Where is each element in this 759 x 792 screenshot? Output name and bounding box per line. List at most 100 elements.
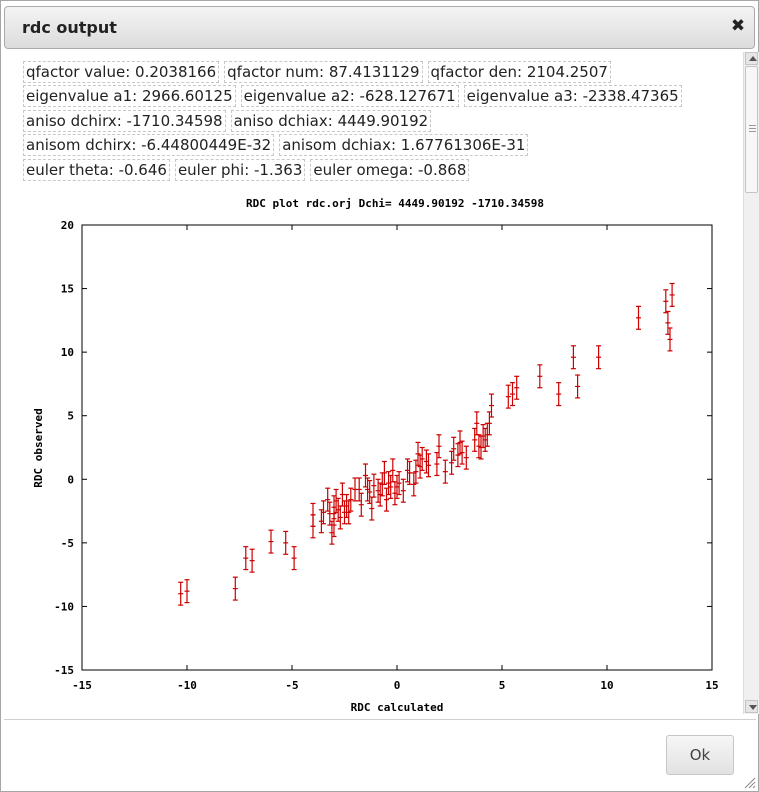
data-point [384, 487, 389, 512]
data-point [442, 459, 448, 484]
data-point [575, 374, 581, 399]
data-point [489, 393, 494, 418]
x-tick-label: -10 [177, 679, 197, 692]
info-row: qfactor value: 0.2038166 qfactor num: 87.… [23, 61, 616, 83]
data-point [356, 477, 362, 502]
data-point [663, 289, 669, 314]
data-point [514, 375, 520, 400]
data-point [669, 282, 675, 307]
y-tick-label: -10 [54, 600, 74, 613]
y-tick-label: 10 [61, 346, 74, 359]
dialog-content: qfactor value: 0.2038166 qfactor num: 87.… [4, 52, 743, 714]
info-field: eigenvalue a2: -628.127671 [240, 85, 459, 107]
data-point [381, 460, 387, 485]
close-icon[interactable]: ✖ [730, 16, 746, 36]
info-row: eigenvalue a1: 2966.60125 eigenvalue a2: … [23, 85, 687, 107]
info-field: euler phi: -1.363 [174, 159, 306, 181]
x-tick-label: 5 [499, 679, 506, 692]
info-field: qfactor value: 0.2038166 [23, 61, 220, 83]
data-point [636, 305, 641, 330]
data-point [371, 473, 377, 498]
x-tick-label: -5 [285, 679, 298, 692]
x-axis-label: RDC calculated [351, 701, 444, 714]
data-point [291, 546, 297, 571]
x-tick-label: -15 [72, 679, 92, 692]
data-point [411, 472, 417, 497]
scroll-down-button[interactable] [745, 700, 758, 713]
dialog-titlebar[interactable]: rdc output ✖ [4, 6, 755, 49]
data-point [310, 502, 316, 527]
data-point [505, 384, 511, 409]
data-point [419, 446, 425, 471]
data-point [331, 513, 337, 538]
data-point [396, 471, 402, 496]
data-point [184, 579, 190, 604]
info-field: qfactor den: 2104.2507 [427, 61, 611, 83]
y-tick-label: 5 [67, 410, 74, 423]
data-point [459, 440, 465, 465]
data-point [426, 453, 431, 478]
resize-grip-icon[interactable] [742, 775, 756, 789]
info-field: anisom dchirx: -6.44800449E-32 [23, 134, 275, 156]
y-tick-label: 15 [61, 283, 74, 296]
info-row: euler theta: -0.646 euler phi: -1.363 eule… [23, 159, 474, 181]
data-point [232, 576, 238, 601]
thumb-grip-icon [749, 125, 756, 126]
data-point [413, 459, 419, 484]
data-point [400, 478, 406, 503]
data-point [556, 382, 562, 407]
y-tick-label: -5 [61, 537, 74, 550]
data-point [451, 436, 457, 461]
info-field: eigenvalue a3: -2338.47365 [463, 85, 682, 107]
thumb-grip-icon [749, 128, 756, 129]
data-point [415, 441, 421, 466]
data-point [367, 479, 373, 505]
info-field: qfactor num: 87.4131129 [224, 61, 423, 83]
data-point [510, 382, 515, 407]
data-point [486, 411, 492, 436]
data-point [388, 474, 394, 499]
info-field: eigenvalue a1: 2966.60125 [23, 85, 236, 107]
data-point [339, 482, 345, 507]
y-tick-label: -15 [54, 664, 74, 677]
info-field: anisom dchiax: 1.67761306E-31 [279, 134, 529, 156]
data-point [449, 450, 455, 475]
data-point [570, 345, 576, 370]
x-tick-label: 15 [705, 679, 718, 692]
data-point [348, 487, 354, 512]
data-point [537, 364, 543, 389]
data-point [283, 530, 289, 555]
data-point [392, 481, 398, 506]
scrollbar-thumb[interactable] [745, 66, 758, 193]
data-point [268, 529, 274, 554]
data-point [407, 460, 413, 485]
vertical-scrollbar[interactable] [743, 52, 759, 714]
data-point [352, 477, 358, 502]
button-pane-divider [4, 719, 756, 720]
data-point [243, 546, 249, 571]
y-tick-label: 0 [67, 473, 74, 486]
data-point [249, 548, 255, 573]
data-point [667, 327, 673, 352]
data-point [321, 500, 326, 525]
data-point [358, 492, 364, 517]
info-row: anisom dchirx: -6.44800449E-32 anisom dch… [23, 134, 533, 156]
x-tick-label: 10 [600, 679, 613, 692]
info-field: aniso dchiax: 4449.90192 [230, 110, 432, 132]
data-point [463, 445, 469, 470]
y-axis-label: RDC observed [32, 408, 45, 487]
plot-frame [81, 224, 713, 671]
ok-button[interactable]: Ok [666, 735, 734, 775]
scroll-up-button[interactable] [745, 52, 758, 65]
info-field: euler omega: -0.868 [310, 159, 470, 181]
scroll-up-arrow-icon [749, 56, 757, 61]
rdc-plot: RDC plot rdc.orj Dchi= 4449.90192 -1710.… [32, 197, 719, 714]
info-field: euler theta: -0.646 [23, 159, 170, 181]
data-point [178, 581, 184, 606]
data-point [436, 434, 442, 459]
info-field: aniso dchirx: -1710.34598 [23, 110, 226, 132]
y-tick-label: 20 [61, 219, 74, 232]
info-row: aniso dchirx: -1710.34598 aniso dchiax: 4… [23, 110, 436, 132]
data-point [596, 345, 602, 370]
